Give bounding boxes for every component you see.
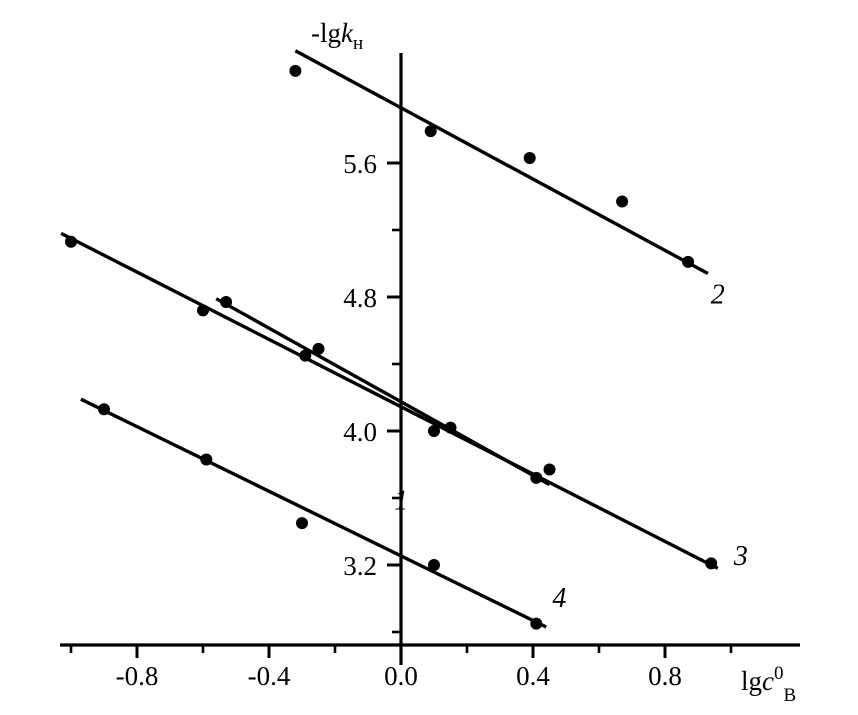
y-axis-title: -lgkн	[311, 18, 363, 54]
series-label-2: 2	[711, 280, 725, 311]
x-axis-title: lgc0B	[741, 663, 796, 706]
x-title-lg: lg	[741, 666, 762, 696]
data-point	[428, 425, 440, 437]
data-point	[220, 296, 233, 309]
x-tick-label: 0.4	[516, 661, 550, 691]
data-point	[444, 421, 457, 434]
axis-lines	[60, 53, 800, 665]
data-point	[682, 255, 695, 268]
data-point	[530, 471, 543, 484]
data-point	[299, 349, 312, 362]
series-fit-lines	[60, 49, 719, 629]
data-point	[530, 617, 543, 630]
data-point	[98, 403, 110, 416]
data-point	[523, 151, 536, 164]
data-point	[424, 125, 437, 138]
x-title-superscript: 0	[774, 663, 784, 684]
y-tick-label: 4.8	[343, 283, 377, 313]
data-point	[312, 342, 325, 355]
y-tick-label: 3.2	[343, 551, 377, 581]
data-point	[65, 235, 77, 248]
y-axis-ticks	[387, 161, 401, 634]
y-axis-tick-labels: 5.6 4.8 4.0 3.2	[343, 149, 377, 581]
data-point	[705, 557, 718, 570]
fit-line-series-3	[60, 231, 719, 570]
y-tick-label: 5.6	[343, 149, 377, 179]
data-point	[296, 517, 308, 530]
fit-line-series-4	[80, 397, 547, 629]
data-point	[428, 559, 440, 571]
x-axis-ticks	[69, 645, 733, 658]
series-label-1: 1	[394, 486, 408, 517]
y-tick-label: 4.0	[343, 417, 377, 447]
x-tick-label: 0.0	[384, 661, 418, 691]
data-point	[197, 304, 209, 317]
x-axis-tick-labels: -0.8 -0.4 0.0 0.4 0.8	[116, 661, 682, 691]
fit-line-series-2	[294, 49, 709, 276]
data-point	[616, 195, 629, 208]
data-point	[200, 453, 213, 466]
series-data-points	[65, 64, 718, 630]
series-label-4: 4	[552, 583, 566, 614]
series-label-3: 3	[733, 541, 748, 572]
y-title-subscript: н	[353, 33, 363, 54]
x-tick-label: -0.4	[248, 661, 291, 691]
y-title-minus-lg: -lg	[311, 18, 341, 48]
y-title-k: k	[341, 18, 354, 48]
x-title-c: c	[762, 666, 774, 696]
x-tick-label: -0.8	[116, 661, 159, 691]
series-labels: 1 2 3 4	[394, 280, 748, 614]
x-tick-label: 0.8	[648, 661, 682, 691]
data-point	[289, 64, 302, 77]
x-title-subscript: B	[784, 685, 797, 706]
data-point	[543, 463, 556, 476]
